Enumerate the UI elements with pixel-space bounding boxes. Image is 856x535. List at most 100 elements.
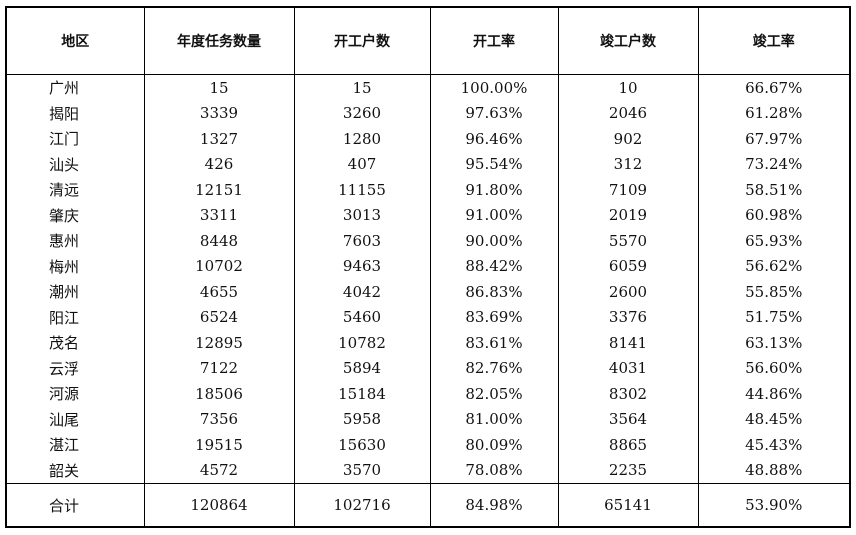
cell-completed-households: 312 (557, 151, 699, 177)
cell-started-households: 15184 (293, 381, 431, 407)
cell-completion-rate: 48.45% (697, 406, 851, 432)
cell-region: 江门 (5, 126, 145, 152)
cell-annual-target: 3311 (143, 202, 295, 228)
table-row: 揭阳 3339 3260 97.63% 2046 61.28% (5, 100, 851, 126)
cell-completion-rate: 56.62% (697, 253, 851, 279)
cell-region: 茂名 (5, 330, 145, 356)
cell-annual-target: 18506 (143, 381, 295, 407)
cell-region: 惠州 (5, 228, 145, 254)
cell-started-households: 5460 (293, 304, 431, 330)
header-completion-rate: 竣工率 (697, 7, 851, 75)
cell-completed-households: 4031 (557, 355, 699, 381)
table-row: 惠州 8448 7603 90.00% 5570 65.93% (5, 228, 851, 254)
cell-completed-households: 8302 (557, 381, 699, 407)
cell-start-rate: 91.80% (429, 177, 559, 203)
cell-completed-households: 8141 (557, 330, 699, 356)
cell-completed-households: 2235 (557, 457, 699, 484)
total-row: 合计 120864 102716 84.98% 65141 53.90% (5, 483, 851, 527)
cell-annual-target: 1327 (143, 126, 295, 152)
cell-started-households: 10782 (293, 330, 431, 356)
cell-region: 云浮 (5, 355, 145, 381)
cell-start-rate: 100.00% (429, 74, 559, 101)
cell-completion-rate: 61.28% (697, 100, 851, 126)
cell-completion-rate: 65.93% (697, 228, 851, 254)
cell-completed-households: 7109 (557, 177, 699, 203)
cell-region: 揭阳 (5, 100, 145, 126)
cell-completed-households: 2019 (557, 202, 699, 228)
cell-start-rate: 82.76% (429, 355, 559, 381)
total-cell-annual-target: 120864 (143, 483, 295, 527)
total-cell-completed-households: 65141 (557, 483, 699, 527)
cell-annual-target: 12151 (143, 177, 295, 203)
cell-completed-households: 8865 (557, 432, 699, 458)
cell-completion-rate: 51.75% (697, 304, 851, 330)
total-cell-region: 合计 (5, 483, 145, 527)
cell-completion-rate: 66.67% (697, 74, 851, 101)
cell-started-households: 5958 (293, 406, 431, 432)
cell-region: 阳江 (5, 304, 145, 330)
cell-started-households: 3260 (293, 100, 431, 126)
cell-start-rate: 81.00% (429, 406, 559, 432)
cell-completion-rate: 60.98% (697, 202, 851, 228)
header-annual-target: 年度任务数量 (143, 7, 295, 75)
table-row: 汕头 426 407 95.54% 312 73.24% (5, 151, 851, 177)
cell-completed-households: 2046 (557, 100, 699, 126)
cell-completion-rate: 56.60% (697, 355, 851, 381)
table-row: 河源 18506 15184 82.05% 8302 44.86% (5, 381, 851, 407)
cell-started-households: 3570 (293, 457, 431, 484)
cell-started-households: 3013 (293, 202, 431, 228)
cell-region: 梅州 (5, 253, 145, 279)
table-row: 茂名 12895 10782 83.61% 8141 63.13% (5, 330, 851, 356)
table-row: 清远 12151 11155 91.80% 7109 58.51% (5, 177, 851, 203)
cell-region: 清远 (5, 177, 145, 203)
cell-start-rate: 86.83% (429, 279, 559, 305)
table-row: 湛江 19515 15630 80.09% 8865 45.43% (5, 432, 851, 458)
cell-annual-target: 4655 (143, 279, 295, 305)
cell-started-households: 9463 (293, 253, 431, 279)
cell-completion-rate: 48.88% (697, 457, 851, 484)
cell-started-households: 15630 (293, 432, 431, 458)
cell-annual-target: 19515 (143, 432, 295, 458)
cell-region: 广州 (5, 74, 145, 101)
cell-start-rate: 88.42% (429, 253, 559, 279)
cell-region: 湛江 (5, 432, 145, 458)
cell-completed-households: 3376 (557, 304, 699, 330)
header-start-rate: 开工率 (429, 7, 559, 75)
cell-region: 韶关 (5, 457, 145, 484)
cell-completed-households: 3564 (557, 406, 699, 432)
header-completed-households: 竣工户数 (557, 7, 699, 75)
cell-annual-target: 12895 (143, 330, 295, 356)
cell-annual-target: 6524 (143, 304, 295, 330)
total-cell-completion-rate: 53.90% (697, 483, 851, 527)
cell-region: 汕尾 (5, 406, 145, 432)
table-row: 广州 15 15 100.00% 10 66.67% (5, 74, 851, 101)
cell-started-households: 15 (293, 74, 431, 101)
cell-started-households: 4042 (293, 279, 431, 305)
table-body: 广州 15 15 100.00% 10 66.67% 揭阳 3339 3260 97.63% 204… (5, 74, 851, 527)
cell-start-rate: 97.63% (429, 100, 559, 126)
cell-annual-target: 426 (143, 151, 295, 177)
cell-start-rate: 83.69% (429, 304, 559, 330)
cell-completion-rate: 58.51% (697, 177, 851, 203)
header-row: 地区 年度任务数量 开工户数 开工率 竣工户数 竣工率 (5, 7, 851, 75)
cell-region: 肇庆 (5, 202, 145, 228)
header-started-households: 开工户数 (293, 7, 431, 75)
table-row: 云浮 7122 5894 82.76% 4031 56.60% (5, 355, 851, 381)
cell-started-households: 7603 (293, 228, 431, 254)
cell-completed-households: 6059 (557, 253, 699, 279)
cell-completion-rate: 63.13% (697, 330, 851, 356)
table-row: 梅州 10702 9463 88.42% 6059 56.62% (5, 253, 851, 279)
cell-annual-target: 7356 (143, 406, 295, 432)
table-row: 潮州 4655 4042 86.83% 2600 55.85% (5, 279, 851, 305)
cell-start-rate: 80.09% (429, 432, 559, 458)
cell-completion-rate: 67.97% (697, 126, 851, 152)
construction-progress-table: 地区 年度任务数量 开工户数 开工率 竣工户数 竣工率 广州 15 15 100.00… (5, 6, 851, 528)
cell-annual-target: 8448 (143, 228, 295, 254)
cell-start-rate: 82.05% (429, 381, 559, 407)
cell-annual-target: 10702 (143, 253, 295, 279)
cell-annual-target: 7122 (143, 355, 295, 381)
cell-completion-rate: 73.24% (697, 151, 851, 177)
cell-start-rate: 96.46% (429, 126, 559, 152)
total-cell-start-rate: 84.98% (429, 483, 559, 527)
cell-completed-households: 902 (557, 126, 699, 152)
